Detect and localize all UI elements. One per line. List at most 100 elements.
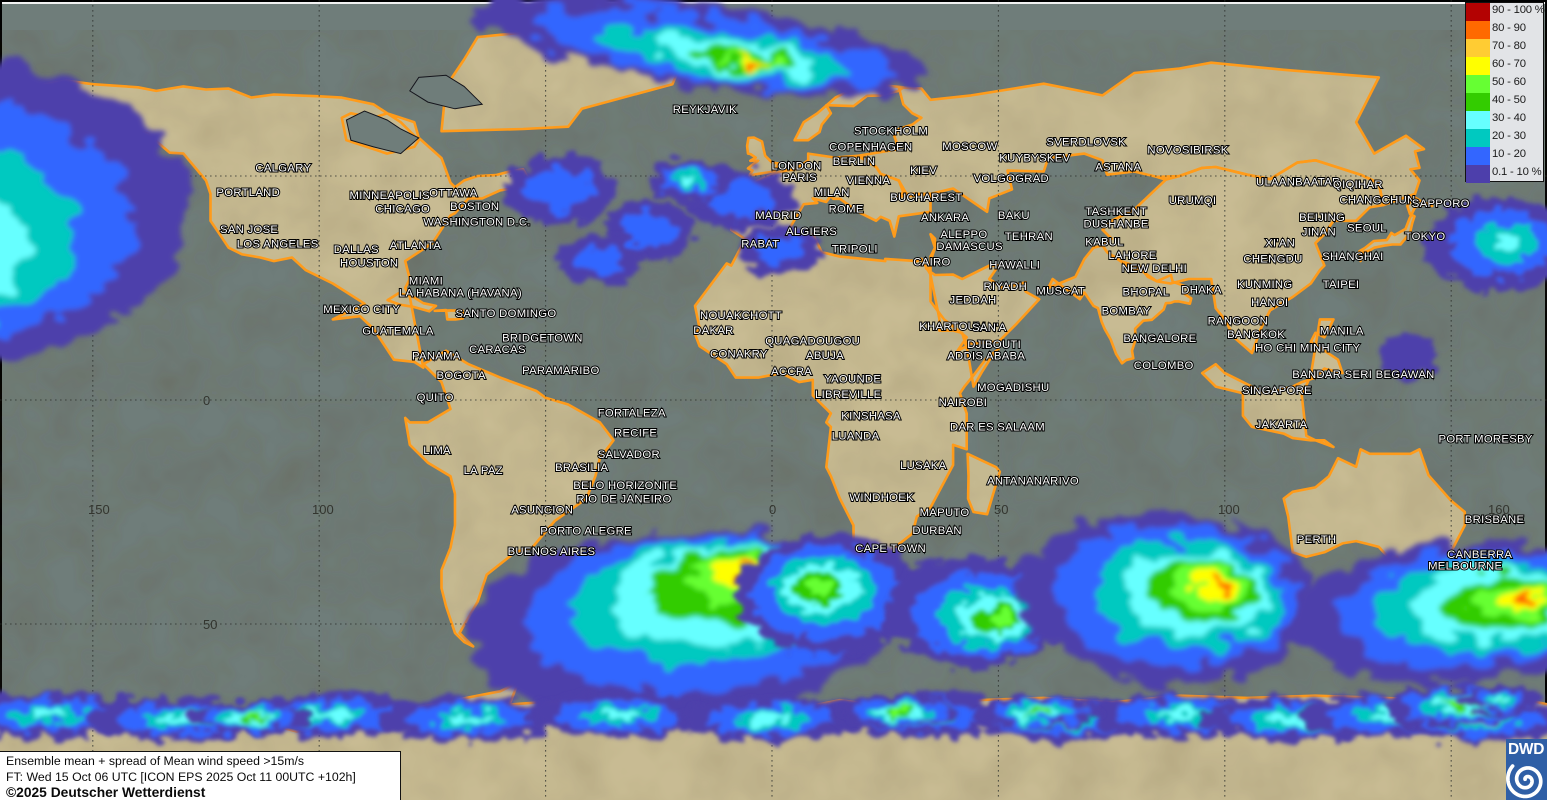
svg-text:DAKAR: DAKAR xyxy=(693,325,733,337)
svg-text:BANGALORE: BANGALORE xyxy=(1123,333,1196,345)
svg-text:50: 50 xyxy=(994,502,1008,517)
svg-text:PORTO ALEGRE: PORTO ALEGRE xyxy=(540,525,632,537)
svg-text:CAPE TOWN: CAPE TOWN xyxy=(855,543,926,555)
svg-text:JAKARTA: JAKARTA xyxy=(1256,419,1308,431)
svg-text:SAN'A: SAN'A xyxy=(972,322,1007,334)
svg-text:0: 0 xyxy=(769,502,776,517)
svg-text:BHOPAL: BHOPAL xyxy=(1123,287,1170,299)
svg-text:RANGOON: RANGOON xyxy=(1208,316,1268,328)
svg-text:PORTLAND: PORTLAND xyxy=(216,187,280,199)
svg-text:KIEV: KIEV xyxy=(910,165,937,177)
svg-text:VIENNA: VIENNA xyxy=(846,175,890,187)
svg-text:TAIPEI: TAIPEI xyxy=(1323,279,1360,291)
svg-text:DURBAN: DURBAN xyxy=(912,525,962,537)
svg-text:0: 0 xyxy=(203,393,210,408)
svg-text:PARAMARIBO: PARAMARIBO xyxy=(522,365,600,377)
svg-text:NEW DELHI: NEW DELHI xyxy=(1122,263,1187,275)
svg-text:RABAT: RABAT xyxy=(741,239,779,251)
svg-text:KUNMING: KUNMING xyxy=(1237,279,1292,291)
svg-text:ASTANA: ASTANA xyxy=(1095,162,1141,174)
svg-text:WASHINGTON D.C.: WASHINGTON D.C. xyxy=(423,217,530,229)
svg-text:HANOI: HANOI xyxy=(1251,297,1288,309)
svg-text:ADDIS ABABA: ADDIS ABABA xyxy=(947,351,1025,363)
svg-text:LIBREVILLE: LIBREVILLE xyxy=(815,389,882,401)
svg-text:NOUAKCHOTT: NOUAKCHOTT xyxy=(700,310,782,322)
svg-text:HO CHI MINH CITY: HO CHI MINH CITY xyxy=(1255,343,1360,355)
svg-text:TRIPOLI: TRIPOLI xyxy=(832,244,878,256)
svg-text:ANTANANARIVO: ANTANANARIVO xyxy=(987,476,1079,488)
svg-text:SALVADOR: SALVADOR xyxy=(598,449,660,461)
svg-text:SAPPORO: SAPPORO xyxy=(1412,198,1470,210)
svg-text:ALGIERS: ALGIERS xyxy=(786,226,837,238)
svg-text:COPENHAGEN: COPENHAGEN xyxy=(829,142,912,154)
svg-text:SAN JOSE: SAN JOSE xyxy=(220,224,278,236)
svg-text:SVERDLOVSK: SVERDLOVSK xyxy=(1046,137,1126,149)
svg-text:URUMQI: URUMQI xyxy=(1169,195,1217,207)
svg-text:QIQIHAR: QIQIHAR xyxy=(1333,179,1383,191)
svg-text:CAIRO: CAIRO xyxy=(913,257,950,269)
svg-text:BELO HORIZONTE: BELO HORIZONTE xyxy=(573,480,677,492)
svg-text:PERTH: PERTH xyxy=(1297,534,1337,546)
svg-text:DAR ES SALAAM: DAR ES SALAAM xyxy=(950,422,1045,434)
svg-text:CONAKRY: CONAKRY xyxy=(710,348,768,360)
svg-text:REYKJAVIK: REYKJAVIK xyxy=(673,104,737,116)
svg-text:TOKYO: TOKYO xyxy=(1405,231,1446,243)
svg-text:CARACAS: CARACAS xyxy=(469,344,526,356)
svg-text:NAIROBI: NAIROBI xyxy=(939,397,988,409)
svg-text:MUSCAT: MUSCAT xyxy=(1036,285,1085,297)
svg-text:PANAMA: PANAMA xyxy=(412,351,461,363)
svg-text:BOSTON: BOSTON xyxy=(450,201,499,213)
svg-text:MOGADISHU: MOGADISHU xyxy=(977,382,1049,394)
svg-text:BAKU: BAKU xyxy=(998,210,1030,222)
svg-text:PORT MORESBY: PORT MORESBY xyxy=(1439,434,1533,446)
svg-text:CANBERRA: CANBERRA xyxy=(1447,549,1512,561)
svg-text:BERLIN: BERLIN xyxy=(833,156,876,168)
svg-text:SANTO DOMINGO: SANTO DOMINGO xyxy=(456,308,557,320)
svg-text:50: 50 xyxy=(203,617,217,632)
svg-text:TEHRAN: TEHRAN xyxy=(1005,231,1053,243)
svg-text:CHENGDU: CHENGDU xyxy=(1243,254,1302,266)
svg-text:PARIS: PARIS xyxy=(782,172,817,184)
svg-text:MAPUTO: MAPUTO xyxy=(920,507,970,519)
svg-text:KUYBYSKEV: KUYBYSKEV xyxy=(999,153,1070,165)
svg-text:VOLGOGRAD: VOLGOGRAD xyxy=(974,173,1050,185)
svg-text:BUENOS AIRES: BUENOS AIRES xyxy=(508,546,596,558)
svg-text:DUSHANBE: DUSHANBE xyxy=(1084,219,1149,231)
svg-text:BUCHAREST: BUCHAREST xyxy=(890,192,962,204)
svg-text:JEDDAH: JEDDAH xyxy=(950,295,997,307)
svg-text:STOCKHOLM: STOCKHOLM xyxy=(854,125,928,137)
svg-text:HAWALLI: HAWALLI xyxy=(989,260,1040,272)
svg-text:MEXICO CITY: MEXICO CITY xyxy=(323,304,400,316)
svg-text:OTTAWA: OTTAWA xyxy=(429,188,478,200)
svg-text:LONDON: LONDON xyxy=(772,160,822,172)
svg-text:NOVOSIBIRSK: NOVOSIBIRSK xyxy=(1147,145,1228,157)
svg-text:150: 150 xyxy=(88,502,110,517)
svg-text:MOSCOW: MOSCOW xyxy=(942,141,997,153)
svg-text:FORTALEZA: FORTALEZA xyxy=(598,408,666,420)
svg-text:ASUNCION: ASUNCION xyxy=(511,504,573,516)
svg-text:LOS ANGELES: LOS ANGELES xyxy=(237,239,319,251)
svg-text:SINGAPORE: SINGAPORE xyxy=(1242,385,1312,397)
svg-text:100: 100 xyxy=(1218,502,1240,517)
svg-text:DJIBOUTI: DJIBOUTI xyxy=(967,339,1021,351)
svg-text:ATLANTA: ATLANTA xyxy=(390,240,441,252)
svg-text:BOGOTA: BOGOTA xyxy=(437,370,486,382)
svg-text:ROME: ROME xyxy=(829,203,864,215)
svg-text:QUITO: QUITO xyxy=(417,392,454,404)
svg-text:DAMASCUS: DAMASCUS xyxy=(936,241,1003,253)
svg-text:DALLAS: DALLAS xyxy=(334,244,379,256)
svg-text:CHICAGO: CHICAGO xyxy=(375,204,430,216)
svg-text:SHANGHAI: SHANGHAI xyxy=(1322,251,1383,263)
svg-text:MANILA: MANILA xyxy=(1320,326,1364,338)
svg-text:BRASILIA: BRASILIA xyxy=(555,462,608,474)
svg-text:YAOUNDE: YAOUNDE xyxy=(824,374,881,386)
svg-text:KABUL: KABUL xyxy=(1085,236,1124,248)
svg-text:RIYADH: RIYADH xyxy=(984,281,1028,293)
svg-text:ABUJA: ABUJA xyxy=(806,350,844,362)
svg-text:COLOMBO: COLOMBO xyxy=(1134,360,1194,372)
svg-text:MELBOURNE: MELBOURNE xyxy=(1428,560,1502,572)
svg-text:LIMA: LIMA xyxy=(423,445,451,457)
svg-text:WINDHOEK: WINDHOEK xyxy=(849,492,914,504)
svg-text:ALEPPO: ALEPPO xyxy=(940,229,987,241)
svg-text:XI'AN: XI'AN xyxy=(1265,237,1295,249)
